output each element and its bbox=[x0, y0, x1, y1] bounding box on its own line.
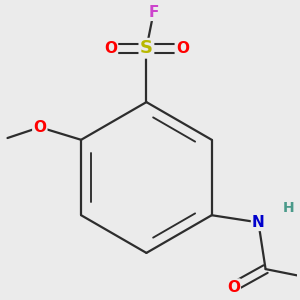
Text: O: O bbox=[33, 120, 46, 135]
Text: S: S bbox=[140, 39, 153, 57]
Text: O: O bbox=[104, 41, 117, 56]
Text: H: H bbox=[283, 201, 295, 215]
Text: O: O bbox=[227, 280, 240, 295]
Text: N: N bbox=[252, 215, 265, 230]
Text: F: F bbox=[148, 5, 159, 20]
Text: O: O bbox=[176, 41, 189, 56]
